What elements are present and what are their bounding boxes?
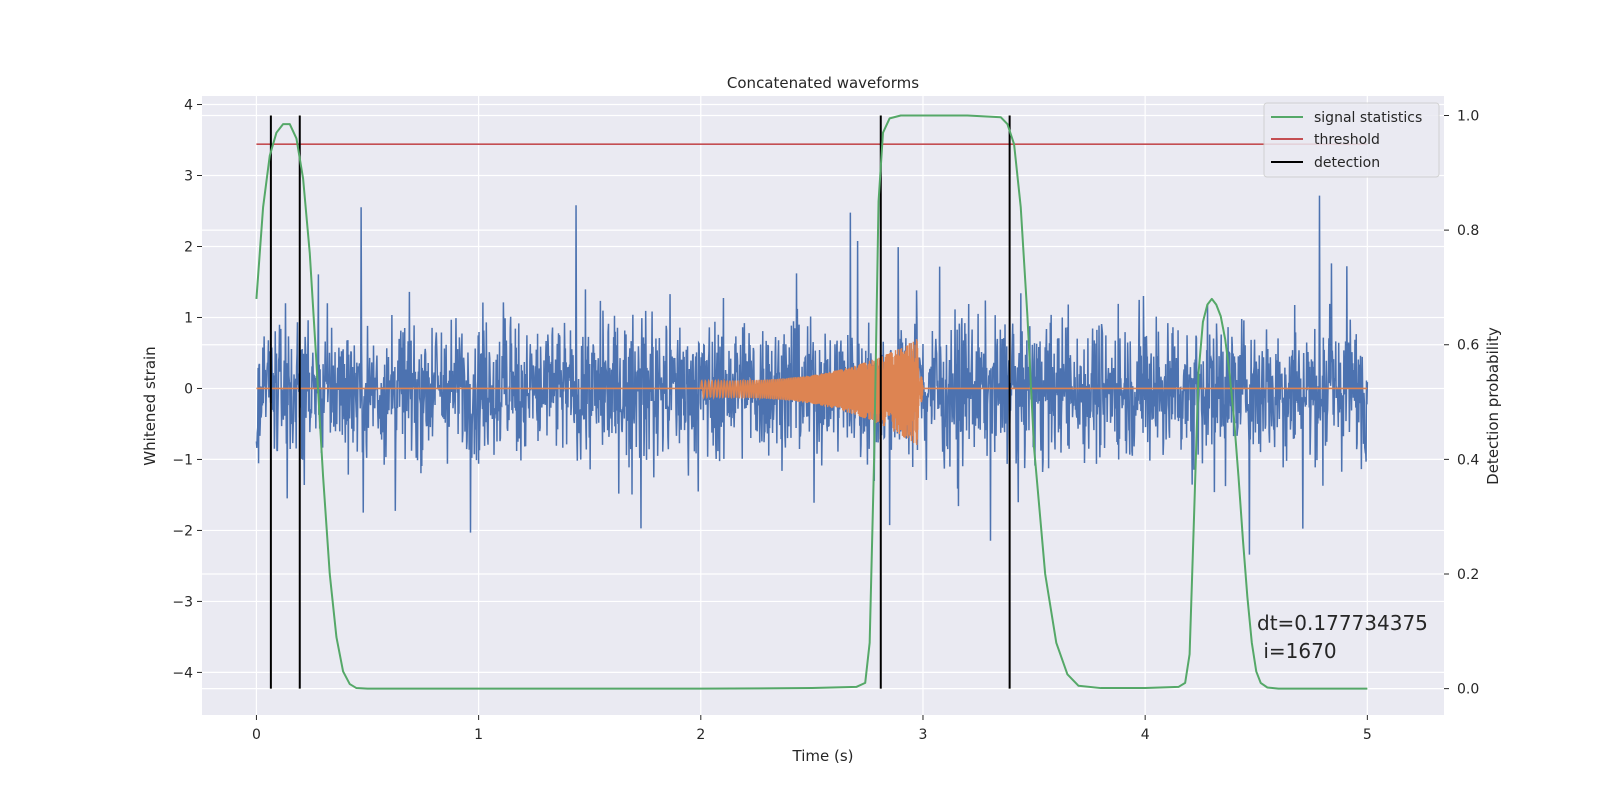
annotation: dt=0.177734375 i=1670: [1257, 611, 1428, 663]
legend-label-signal-statistics: signal statistics: [1314, 110, 1422, 126]
x-axis-label: Time (s): [792, 747, 854, 765]
x-tick-label: 4: [1141, 727, 1150, 743]
y-right-tick-label: 0.4: [1457, 452, 1479, 468]
y-axis-label-right: Detection probability: [1484, 327, 1502, 485]
y-right-tick-label: 0.0: [1457, 682, 1479, 698]
y-tick-label: 2: [184, 239, 193, 255]
y-right-tick-label: 0.8: [1457, 223, 1479, 239]
annotation-dt: dt=0.177734375: [1257, 611, 1428, 635]
y-tick-label: −4: [172, 665, 193, 681]
x-tick-label: 1: [474, 727, 483, 743]
y-tick-label: 4: [184, 98, 193, 114]
legend-label-detection: detection: [1314, 155, 1380, 171]
legend: signal statistics threshold detection: [1263, 102, 1440, 178]
tick-layer: 0 1 2 3 4 5 −4 −3 −2 −1 0 1 2 3 4 0.0 0.2 0.4 0.6 0.8 1.0: [172, 98, 1479, 743]
y-right-tick-label: 0.6: [1457, 338, 1479, 354]
chart-title: Concatenated waveforms: [727, 74, 919, 92]
legend-box: [1263, 102, 1440, 178]
y-right-tick-label: 1.0: [1457, 108, 1479, 124]
y-tick-label: 1: [184, 310, 193, 326]
legend-label-threshold: threshold: [1314, 132, 1380, 148]
x-tick-label: 0: [252, 727, 261, 743]
x-tick-label: 2: [696, 727, 705, 743]
y-axis-label-left: Whitened strain: [141, 346, 159, 465]
y-tick-label: 3: [184, 169, 193, 185]
y-tick-label: −1: [172, 452, 193, 468]
y-tick-label: 0: [184, 381, 193, 397]
x-tick-label: 3: [919, 727, 928, 743]
x-tick-label: 5: [1363, 727, 1372, 743]
y-right-tick-label: 0.2: [1457, 567, 1479, 583]
y-tick-label: −2: [172, 523, 193, 539]
y-tick-label: −3: [172, 594, 193, 610]
series-whitened-strain: [255, 195, 1369, 555]
annotation-i: i=1670: [1257, 639, 1337, 663]
series-signal-statistics: [255, 114, 1368, 690]
series-injected-waveform: [700, 339, 924, 446]
data-layer: [255, 114, 1369, 690]
